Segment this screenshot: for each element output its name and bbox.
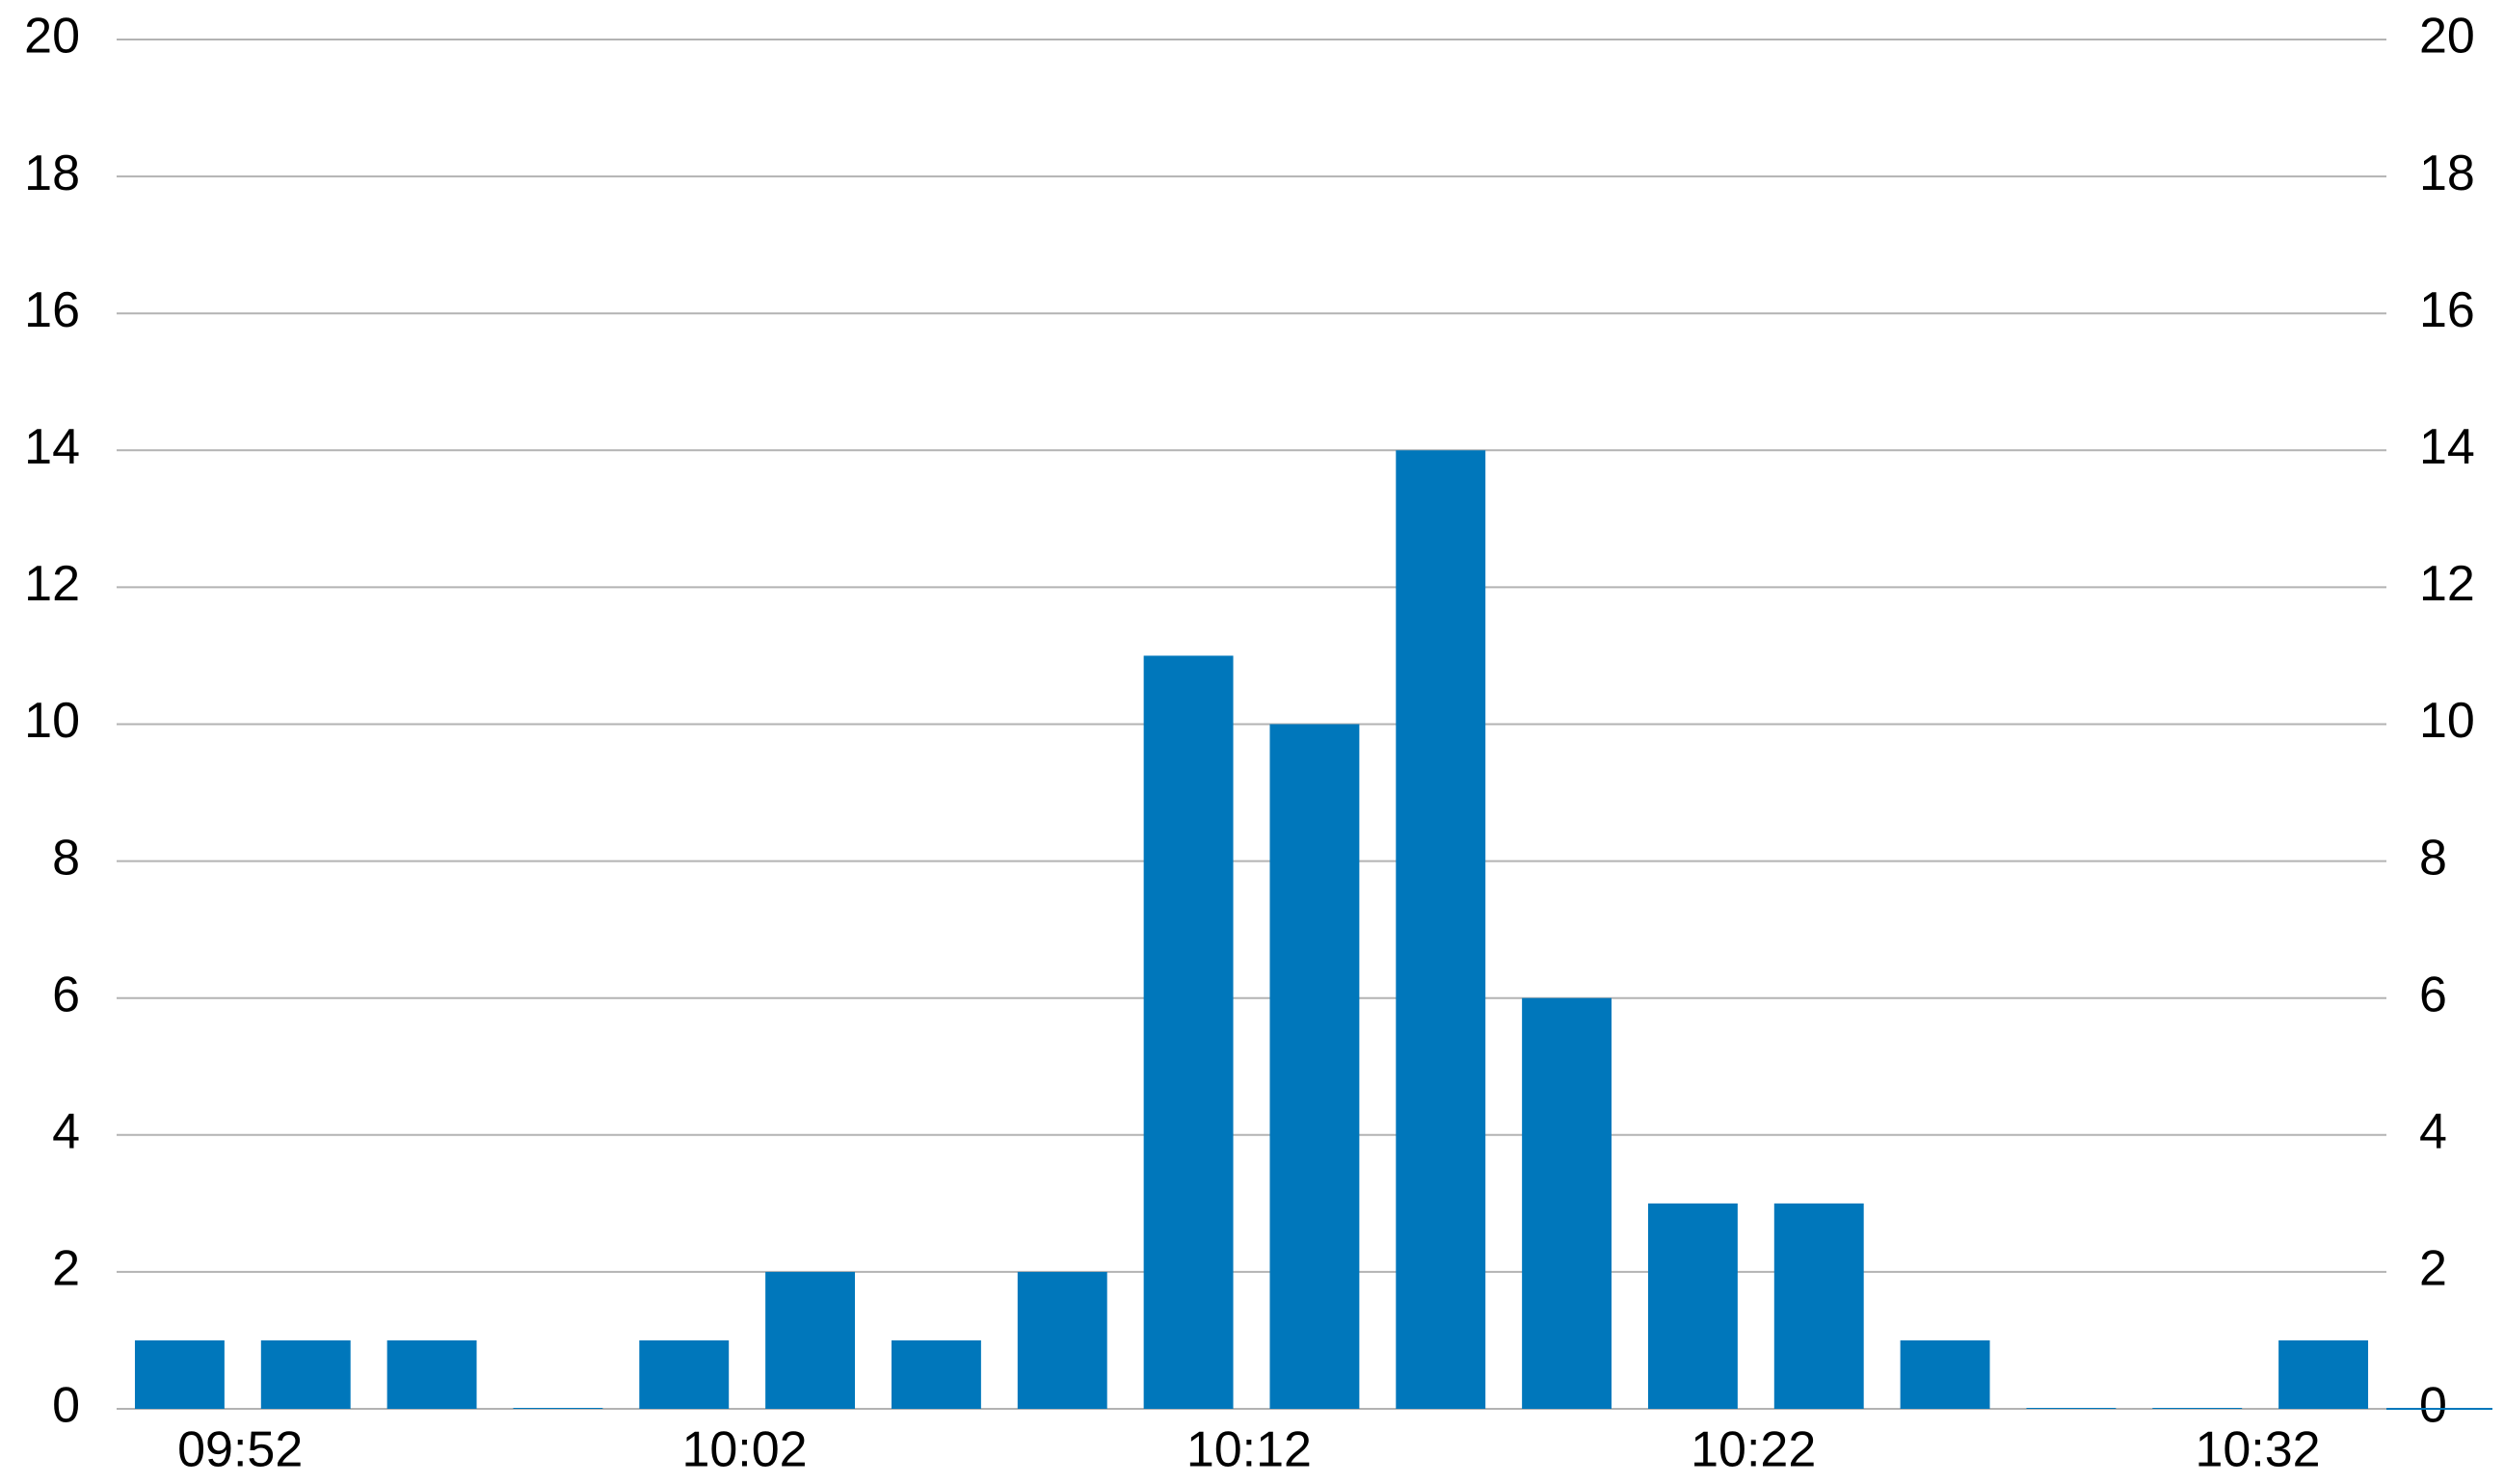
y-tick-label: 4 [52, 1104, 80, 1160]
bar [2278, 1339, 2369, 1409]
x-tick-label: 09:52 [177, 1422, 303, 1478]
y-tick-label: 16 [24, 282, 80, 338]
y-tick-label: 14 [24, 419, 80, 475]
bar [1900, 1339, 1990, 1409]
y2-tick-label: 8 [2419, 830, 2447, 886]
y2-tick-label: 20 [2419, 9, 2475, 65]
bar [1522, 997, 1612, 1409]
bar [1773, 1203, 1864, 1409]
y2-tick-label: 12 [2419, 556, 2475, 612]
y2-tick-label: 4 [2419, 1104, 2447, 1160]
bar [1396, 450, 1486, 1409]
y-tick-label: 8 [52, 830, 80, 886]
bar [2152, 1408, 2243, 1409]
bar [1647, 1203, 1738, 1409]
bar [2026, 1408, 2117, 1409]
x-tick-label: 10:12 [1186, 1422, 1312, 1478]
bar [1017, 1271, 1107, 1409]
y2-tick-label: 16 [2419, 282, 2475, 338]
bar [386, 1339, 477, 1409]
y-tick-label: 12 [24, 556, 80, 612]
y-tick-label: 0 [52, 1378, 80, 1434]
y-tick-label: 18 [24, 146, 80, 201]
bar [513, 1408, 603, 1409]
x-tick-label: 10:32 [2195, 1422, 2320, 1478]
y2-tick-label: 18 [2419, 146, 2475, 201]
y2-tick-label: 0 [2419, 1378, 2447, 1434]
y2-tick-label: 2 [2419, 1241, 2447, 1297]
x-tick-label: 10:02 [681, 1422, 807, 1478]
bar [765, 1271, 856, 1409]
y2-tick-label: 6 [2419, 967, 2447, 1022]
y-tick-label: 10 [24, 693, 80, 749]
bar [134, 1339, 225, 1409]
bar [1269, 724, 1360, 1409]
bar [639, 1339, 730, 1409]
bar [260, 1339, 351, 1409]
bar [1143, 655, 1234, 1409]
y2-tick-label: 10 [2419, 693, 2475, 749]
y2-tick-label: 14 [2419, 419, 2475, 475]
y-tick-label: 20 [24, 9, 80, 65]
y-tick-label: 2 [52, 1241, 80, 1297]
bar [891, 1339, 981, 1409]
x-tick-label: 10:22 [1691, 1422, 1816, 1478]
y-tick-label: 6 [52, 967, 80, 1022]
